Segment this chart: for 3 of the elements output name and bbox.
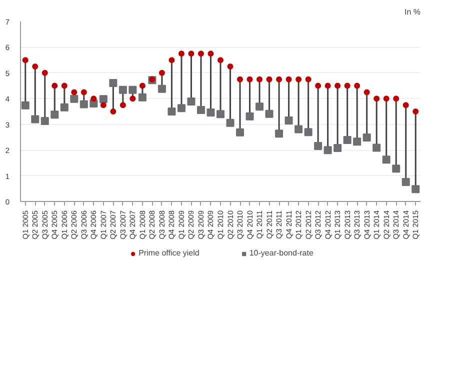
- legend-label: 10-year-bond-rate: [249, 248, 314, 258]
- y-axis-title: In %: [404, 8, 421, 16]
- legend-label: Prime office yield: [138, 248, 200, 258]
